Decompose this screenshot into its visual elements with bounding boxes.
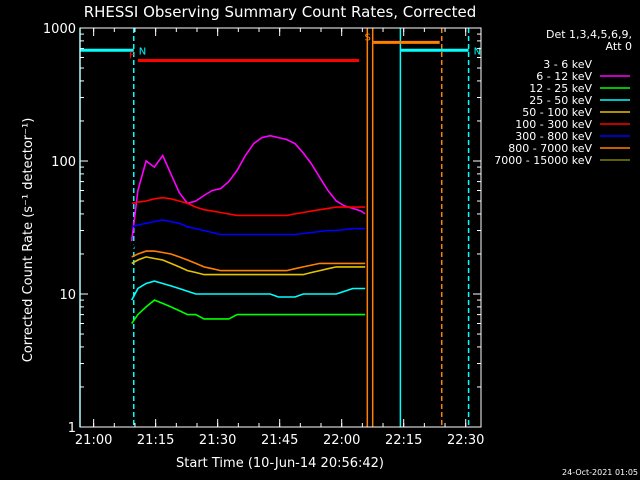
flag-label-3: S — [365, 32, 371, 43]
x-tick-label-4: 22:00 — [323, 433, 360, 448]
legend-header-0: Det 1,3,4,5,6,9, — [546, 28, 632, 41]
flag-label-2: F — [129, 50, 135, 61]
x-tick-label-6: 22:30 — [447, 433, 484, 448]
legend-label-7: 800 - 7000 keV — [508, 142, 592, 155]
y-tick-label-3: 1000 — [43, 22, 76, 37]
series-line-3 — [130, 280, 366, 301]
legend-label-6: 300 - 800 keV — [515, 130, 592, 143]
series-line-7 — [131, 250, 366, 272]
plot-frame — [79, 27, 482, 428]
legend-label-8: 7000 - 15000 keV — [494, 154, 592, 167]
series-line-6 — [131, 219, 366, 236]
footer-date: 24-Oct-2021 01:05 — [562, 468, 638, 477]
legend-label-5: 100 - 300 keV — [515, 118, 592, 131]
chart-title: RHESSI Observing Summary Count Rates, Co… — [84, 3, 477, 21]
flag-label-1: N — [474, 46, 481, 57]
legend-label-3: 25 - 50 keV — [529, 94, 592, 107]
series-line-1 — [130, 134, 366, 242]
flag-label-0: N — [139, 46, 146, 57]
flag-bars: N NFS — [80, 32, 481, 62]
x-tick-label-5: 22:15 — [385, 433, 422, 448]
series-line-5 — [131, 196, 366, 217]
y-tick-label-0: 1 — [68, 421, 76, 436]
x-tick-label-3: 21:45 — [261, 433, 298, 448]
y-tick-label-2: 100 — [51, 155, 76, 170]
x-tick-label-2: 21:30 — [199, 433, 236, 448]
series-lines — [130, 134, 366, 324]
x-tick-label-1: 21:15 — [137, 433, 174, 448]
legend-header-1: Att 0 — [606, 40, 632, 53]
legend-label-1: 6 - 12 keV — [536, 70, 592, 83]
axes: 21:00 21:15 21:30 21:45 22:00 22:15 22:30 1 10 10… — [43, 22, 485, 448]
x-tick-label-0: 21:00 — [75, 433, 112, 448]
legend-label-4: 50 - 100 keV — [522, 106, 592, 119]
legend-label-0: 3 - 6 keV — [543, 58, 592, 71]
series-line-0 — [130, 160, 366, 252]
series-line-2 — [131, 299, 366, 324]
legend-label-2: 12 - 25 keV — [529, 82, 592, 95]
y-tick-label-1: 10 — [59, 288, 76, 303]
x-axis-label: Start Time (10-Jun-14 20:56:42) — [176, 456, 384, 471]
y-axis-label: Corrected Count Rate (s⁻¹ detector⁻¹) — [21, 118, 36, 363]
series-line-4 — [131, 256, 366, 276]
